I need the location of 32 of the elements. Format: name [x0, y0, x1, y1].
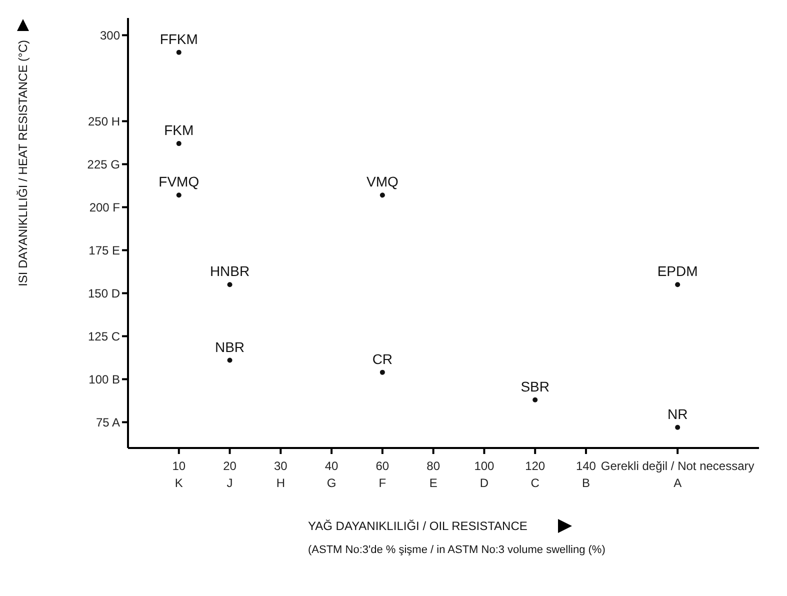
y-tick-label: 125 C	[88, 329, 120, 344]
y-tick-label: 100 B	[88, 372, 120, 386]
x-tick-label: 30 H	[274, 459, 288, 490]
x-tick-label: 60 F	[376, 459, 390, 490]
x-tick-label: Gerekli değil / Not necessary A	[600, 459, 754, 490]
data-label: SBR	[520, 378, 550, 394]
data-label: FVMQ	[158, 174, 200, 190]
x-tick-label: 40 G	[324, 459, 339, 490]
y-axis-title: ISI DAYANIKLILIĞI / HEAT RESISTANCE (°C)	[16, 40, 30, 286]
y-tick-label: 300	[100, 28, 120, 42]
data-label: EPDM	[657, 263, 698, 280]
data-label: FFKM	[160, 30, 198, 47]
y-tick-label: 175 E	[88, 243, 120, 258]
y-tick-label: 200 F	[89, 200, 120, 214]
data-label: NR	[667, 406, 688, 422]
text: (ASTM No:3'de % şişme / in ASTM No:3 volume swelling (%)	[308, 544, 606, 556]
x-tick-label: 20 J	[223, 459, 237, 490]
data-label: VMQ	[366, 174, 398, 190]
x-tick-label: 120 C	[525, 459, 546, 490]
y-tick-label: 75 A	[96, 415, 120, 430]
y-tick-label: 250 H	[88, 114, 120, 128]
x-tick-label: 140 B	[576, 459, 596, 490]
y-tick-label: 150 D	[88, 286, 120, 300]
data-label: NBR	[214, 338, 245, 355]
data-label: FKM	[164, 122, 194, 138]
x-tick-label: 80 E	[426, 459, 440, 490]
y-tick-label: 225 G	[87, 157, 120, 172]
data-label: HNBR	[210, 263, 250, 280]
x-tick-label: 100 D	[474, 459, 495, 490]
x-axis-title: YAĞ DAYANIKLILIĞI / OIL RESISTANCE	[308, 519, 528, 533]
x-tick-label: 10 K	[172, 459, 186, 490]
data-label: CR	[372, 350, 393, 367]
